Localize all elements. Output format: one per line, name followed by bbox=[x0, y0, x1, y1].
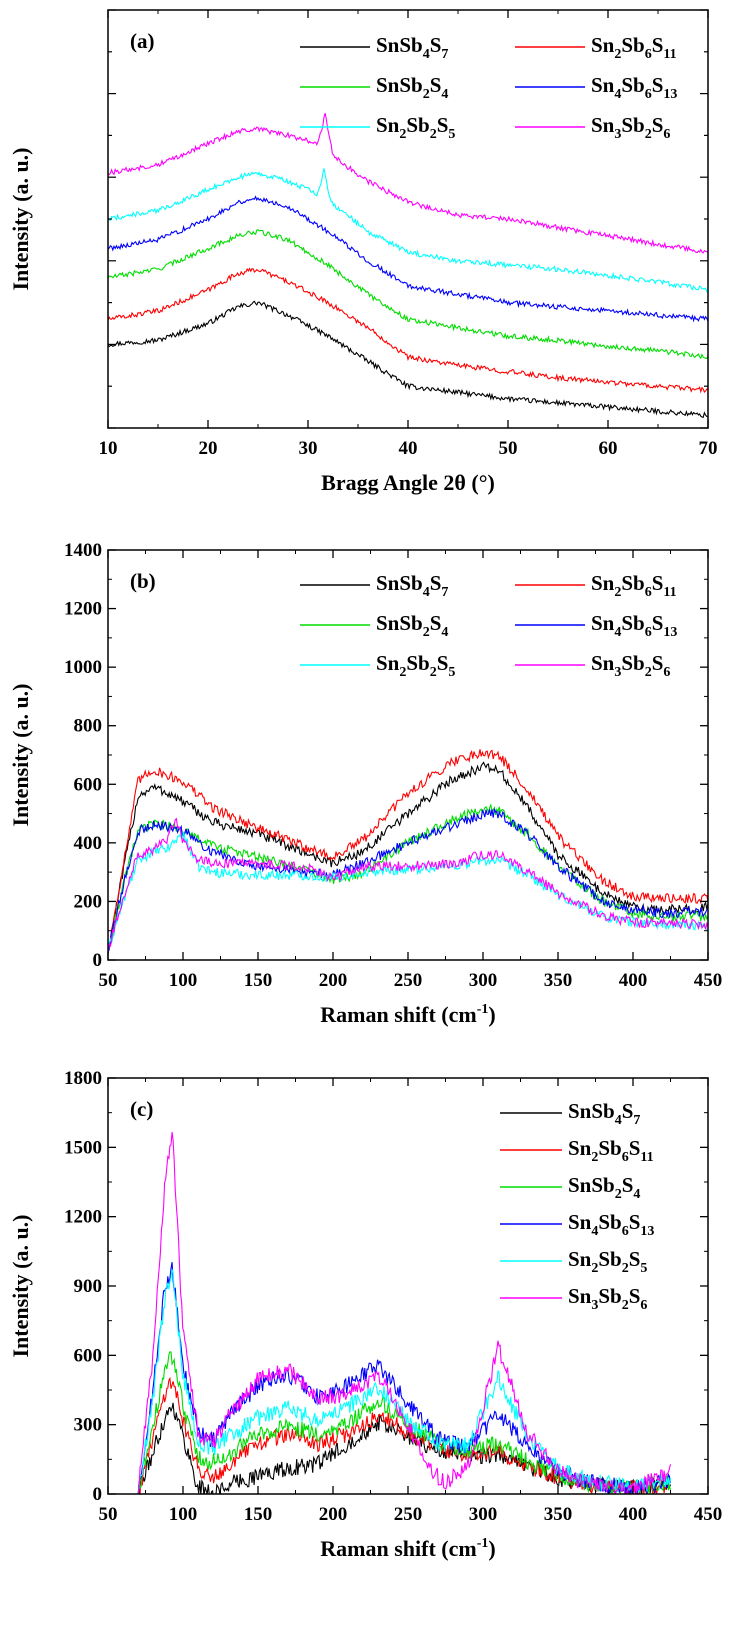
x-tick-label: 50 bbox=[99, 1504, 118, 1525]
panel-label: (c) bbox=[130, 1097, 153, 1121]
y-tick-label: 0 bbox=[93, 950, 103, 971]
series-line-snsb2s4 bbox=[108, 229, 708, 360]
x-tick-label: 300 bbox=[469, 1504, 498, 1525]
series-line-sn2sb2s5 bbox=[108, 831, 708, 953]
y-tick-label: 200 bbox=[74, 891, 103, 912]
x-tick-label: 450 bbox=[694, 1504, 723, 1525]
panel-1: 10 20 30 40 50 60 70 (a) Bragg Angle 2θ (°) Inten… bbox=[8, 9, 718, 495]
legend-entry: Sn2Sb6S11 bbox=[568, 1136, 654, 1165]
x-tick-label: 20 bbox=[199, 438, 218, 459]
legend-entry: Sn4Sb6S13 bbox=[591, 73, 677, 102]
legend-entry: Sn2Sb2S5 bbox=[568, 1247, 647, 1276]
series-line-snsb4s7 bbox=[108, 761, 708, 954]
panel-label: (a) bbox=[130, 29, 155, 53]
legend-entry: Sn3Sb2S6 bbox=[591, 651, 670, 680]
panel-2: 50 100 150 200 250 300 350 400 450 0 200 400 600 800 1… bbox=[8, 540, 722, 1027]
y-tick-label: 600 bbox=[74, 774, 103, 795]
legend-entry: SnSb2S4 bbox=[376, 73, 448, 102]
y-tick-label: 1000 bbox=[64, 657, 102, 678]
legend: SnSb4S7 Sn2Sb6S11 SnSb2S4 Sn4Sb6S13 Sn2Sb2S5… bbox=[500, 1099, 654, 1313]
legend-entry: Sn2Sb2S5 bbox=[376, 651, 455, 680]
legend-entry: Sn3Sb2S6 bbox=[591, 113, 670, 142]
y-axis-label: Intensity (a. u.) bbox=[8, 683, 33, 826]
x-tick-label: 50 bbox=[499, 438, 518, 459]
series-line-snsb2s4 bbox=[108, 803, 708, 954]
y-tick-label: 1500 bbox=[64, 1137, 102, 1158]
x-tick-label: 350 bbox=[544, 1504, 573, 1525]
panel-label: (b) bbox=[130, 569, 156, 593]
x-tick-label: 450 bbox=[694, 970, 723, 991]
y-tick-label: 300 bbox=[74, 1415, 103, 1436]
legend: SnSb4S7 Sn2Sb6S11 SnSb2S4 Sn4Sb6S13 Sn2Sb2S5… bbox=[300, 33, 677, 142]
series-line-sn2sb2s5 bbox=[137, 1269, 672, 1494]
legend-entry: Sn2Sb2S5 bbox=[376, 113, 455, 142]
legend-entry: SnSb4S7 bbox=[376, 33, 448, 62]
legend-entry: Sn2Sb6S11 bbox=[591, 33, 677, 62]
x-tick-label: 10 bbox=[99, 438, 118, 459]
legend-entry: Sn4Sb6S13 bbox=[591, 611, 677, 640]
x-tick-label: 50 bbox=[99, 970, 118, 991]
series-line-sn4sb6s13 bbox=[108, 808, 708, 954]
series-line-snsb4s7 bbox=[108, 300, 708, 418]
series-line-sn3sb2s6 bbox=[108, 113, 708, 254]
y-tick-label: 0 bbox=[93, 1484, 103, 1505]
x-tick-label: 100 bbox=[169, 970, 198, 991]
x-tick-label: 150 bbox=[244, 1504, 273, 1525]
x-tick-label: 150 bbox=[244, 970, 273, 991]
x-tick-label: 100 bbox=[169, 1504, 198, 1525]
series-line-sn3sb2s6 bbox=[137, 1132, 672, 1494]
legend-entry: SnSb4S7 bbox=[568, 1099, 640, 1128]
legend-entry: Sn3Sb2S6 bbox=[568, 1284, 647, 1313]
legend-entry: SnSb2S4 bbox=[568, 1173, 640, 1202]
y-tick-label: 900 bbox=[74, 1276, 103, 1297]
y-tick-label: 1800 bbox=[64, 1068, 102, 1089]
y-axis-label: Intensity (a. u.) bbox=[8, 147, 33, 290]
x-tick-label: 250 bbox=[394, 970, 423, 991]
x-axis-label: Bragg Angle 2θ (°) bbox=[321, 470, 495, 495]
legend-entry: Sn2Sb6S11 bbox=[591, 571, 677, 600]
series-line-sn2sb2s5 bbox=[108, 168, 708, 293]
x-axis-label: Raman shift (cm-1) bbox=[320, 1002, 495, 1027]
y-tick-label: 1400 bbox=[64, 540, 102, 561]
y-axis-label: Intensity (a. u.) bbox=[8, 1214, 33, 1357]
x-tick-label: 350 bbox=[544, 970, 573, 991]
x-tick-label: 30 bbox=[299, 438, 318, 459]
x-tick-label: 250 bbox=[394, 1504, 423, 1525]
x-axis-label: Raman shift (cm-1) bbox=[320, 1536, 495, 1561]
series-line-sn2sb6s11 bbox=[108, 749, 708, 954]
series-line-sn3sb2s6 bbox=[108, 817, 708, 953]
series-line-sn2sb6s11 bbox=[108, 267, 708, 394]
y-tick-label: 1200 bbox=[64, 1207, 102, 1228]
x-tick-label: 200 bbox=[319, 970, 348, 991]
legend-entry: Sn4Sb6S13 bbox=[568, 1210, 654, 1239]
y-tick-label: 400 bbox=[74, 833, 103, 854]
x-tick-label: 40 bbox=[399, 438, 418, 459]
series-line-sn4sb6s13 bbox=[108, 195, 708, 323]
x-tick-label: 300 bbox=[469, 970, 498, 991]
y-tick-label: 1200 bbox=[64, 599, 102, 620]
x-tick-label: 70 bbox=[699, 438, 718, 459]
y-tick-label: 600 bbox=[74, 1345, 103, 1366]
legend-entry: SnSb4S7 bbox=[376, 571, 448, 600]
x-tick-label: 200 bbox=[319, 1504, 348, 1525]
y-tick-label: 800 bbox=[74, 716, 103, 737]
legend-entry: SnSb2S4 bbox=[376, 611, 448, 640]
legend: SnSb4S7 Sn2Sb6S11 SnSb2S4 Sn4Sb6S13 Sn2Sb2S5… bbox=[300, 571, 677, 680]
x-tick-label: 60 bbox=[599, 438, 618, 459]
x-tick-label: 400 bbox=[619, 970, 648, 991]
panel-3: 50 100 150 200 250 300 350 400 450 0 300 600 900 1200… bbox=[8, 1068, 722, 1561]
x-tick-label: 400 bbox=[619, 1504, 648, 1525]
